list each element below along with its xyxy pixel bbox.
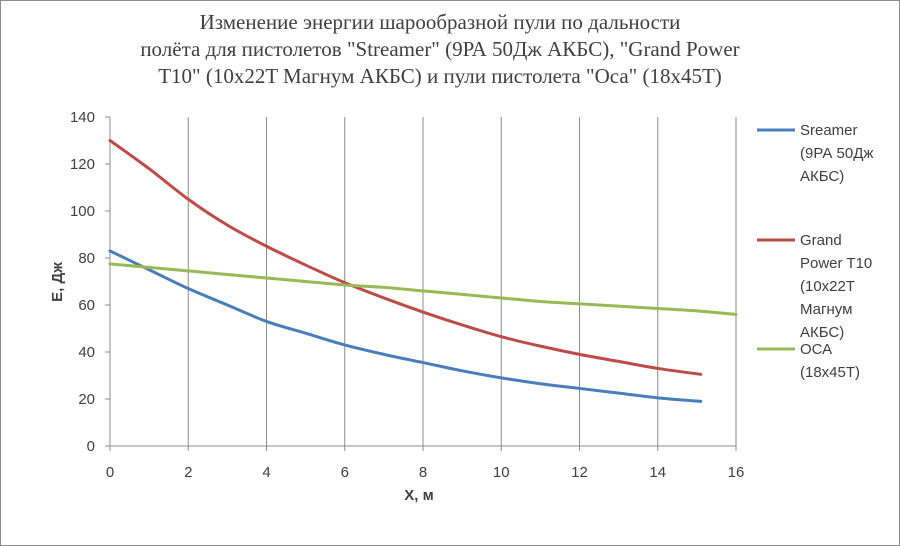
legend-label-line: (9РА 50Дж	[800, 145, 873, 162]
legend-label-line: АКБС)	[800, 324, 844, 341]
legend-label-line: (18x45T)	[800, 364, 860, 381]
y-tick-label: 100	[70, 203, 95, 220]
legend-label-line: (10x22T	[800, 278, 855, 295]
x-tick-label: 14	[649, 464, 666, 481]
series-line-1	[108, 139, 703, 376]
y-tick-label: 80	[78, 250, 95, 267]
axes	[105, 116, 737, 451]
legend-label-line: ОСА	[800, 341, 832, 358]
x-tick-label: 6	[341, 464, 349, 481]
series-line-2	[108, 262, 738, 316]
y-tick-label: 120	[70, 156, 95, 173]
y-tick-label: 40	[78, 344, 95, 361]
y-tick-label: 0	[87, 438, 95, 455]
y-tick-label: 60	[78, 297, 95, 314]
grid-lines	[187, 117, 737, 446]
y-axis-title: E, Дж	[49, 262, 66, 302]
x-tick-label: 12	[571, 464, 588, 481]
legend-label-line: Sreamer	[800, 122, 858, 139]
x-tick-label: 4	[262, 464, 270, 481]
chart-title-line-2: полёта для пистолетов "Streamer" (9РА 50…	[140, 37, 740, 61]
chart-title-line-1: Изменение энергии шарообразной пули по д…	[199, 10, 681, 34]
x-tick-label: 16	[728, 464, 745, 481]
legend: Sreamer (9РА 50Дж АКБС) Grand Power T10 (10x2…	[757, 122, 873, 381]
x-tick-label: 2	[184, 464, 192, 481]
x-tick-label: 10	[493, 464, 510, 481]
legend-label-line: Магнум	[800, 301, 852, 318]
chart-title-line-3: T10" (10x22T Магнум АКБС) и пули пистоле…	[158, 64, 722, 88]
legend-label-line: Power T10	[800, 255, 872, 272]
legend-label-line: Grand	[800, 232, 842, 249]
legend-label-line: АКБС)	[800, 168, 844, 185]
tick-labels: 0 2 4 6 8 10 12 14 16 0 20 40 60 80 100 120 140	[70, 109, 744, 481]
x-tick-label: 8	[419, 464, 427, 481]
x-tick-label: 0	[106, 464, 114, 481]
y-tick-label: 140	[70, 109, 95, 126]
series-lines	[108, 139, 738, 403]
x-axis-title: X, м	[404, 487, 433, 504]
y-tick-label: 20	[78, 391, 95, 408]
series-line-0	[108, 249, 703, 403]
